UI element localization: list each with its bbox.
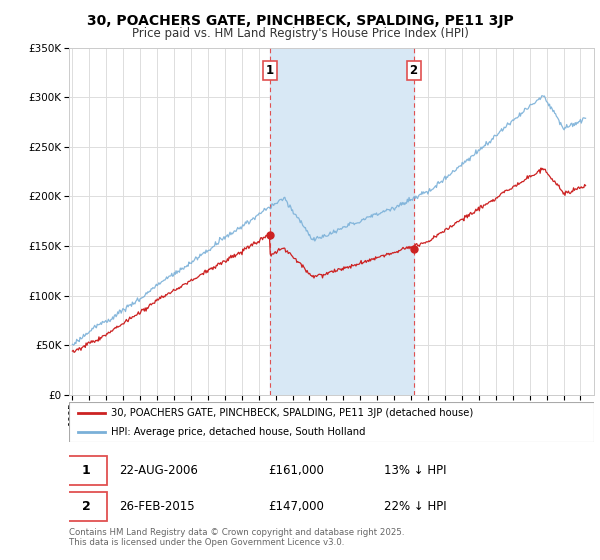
Text: 2: 2	[410, 64, 418, 77]
Text: 1: 1	[82, 464, 91, 477]
Bar	[269, 48, 413, 395]
Text: £147,000: £147,000	[269, 500, 325, 514]
Text: 30, POACHERS GATE, PINCHBECK, SPALDING, PE11 3JP (detached house): 30, POACHERS GATE, PINCHBECK, SPALDING, …	[111, 408, 473, 418]
Text: 22% ↓ HPI: 22% ↓ HPI	[384, 500, 446, 514]
Text: Price paid vs. HM Land Registry's House Price Index (HPI): Price paid vs. HM Land Registry's House …	[131, 27, 469, 40]
Text: 22-AUG-2006: 22-AUG-2006	[119, 464, 198, 477]
Text: 2: 2	[82, 500, 91, 514]
Text: HPI: Average price, detached house, South Holland: HPI: Average price, detached house, Sout…	[111, 427, 365, 437]
Text: 13% ↓ HPI: 13% ↓ HPI	[384, 464, 446, 477]
FancyBboxPatch shape	[66, 492, 107, 521]
Text: 1: 1	[266, 64, 274, 77]
FancyBboxPatch shape	[66, 456, 107, 485]
Text: 26-FEB-2015: 26-FEB-2015	[119, 500, 194, 514]
Text: Contains HM Land Registry data © Crown copyright and database right 2025.
This d: Contains HM Land Registry data © Crown c…	[69, 528, 404, 547]
Text: 30, POACHERS GATE, PINCHBECK, SPALDING, PE11 3JP: 30, POACHERS GATE, PINCHBECK, SPALDING, …	[86, 14, 514, 28]
Text: £161,000: £161,000	[269, 464, 325, 477]
